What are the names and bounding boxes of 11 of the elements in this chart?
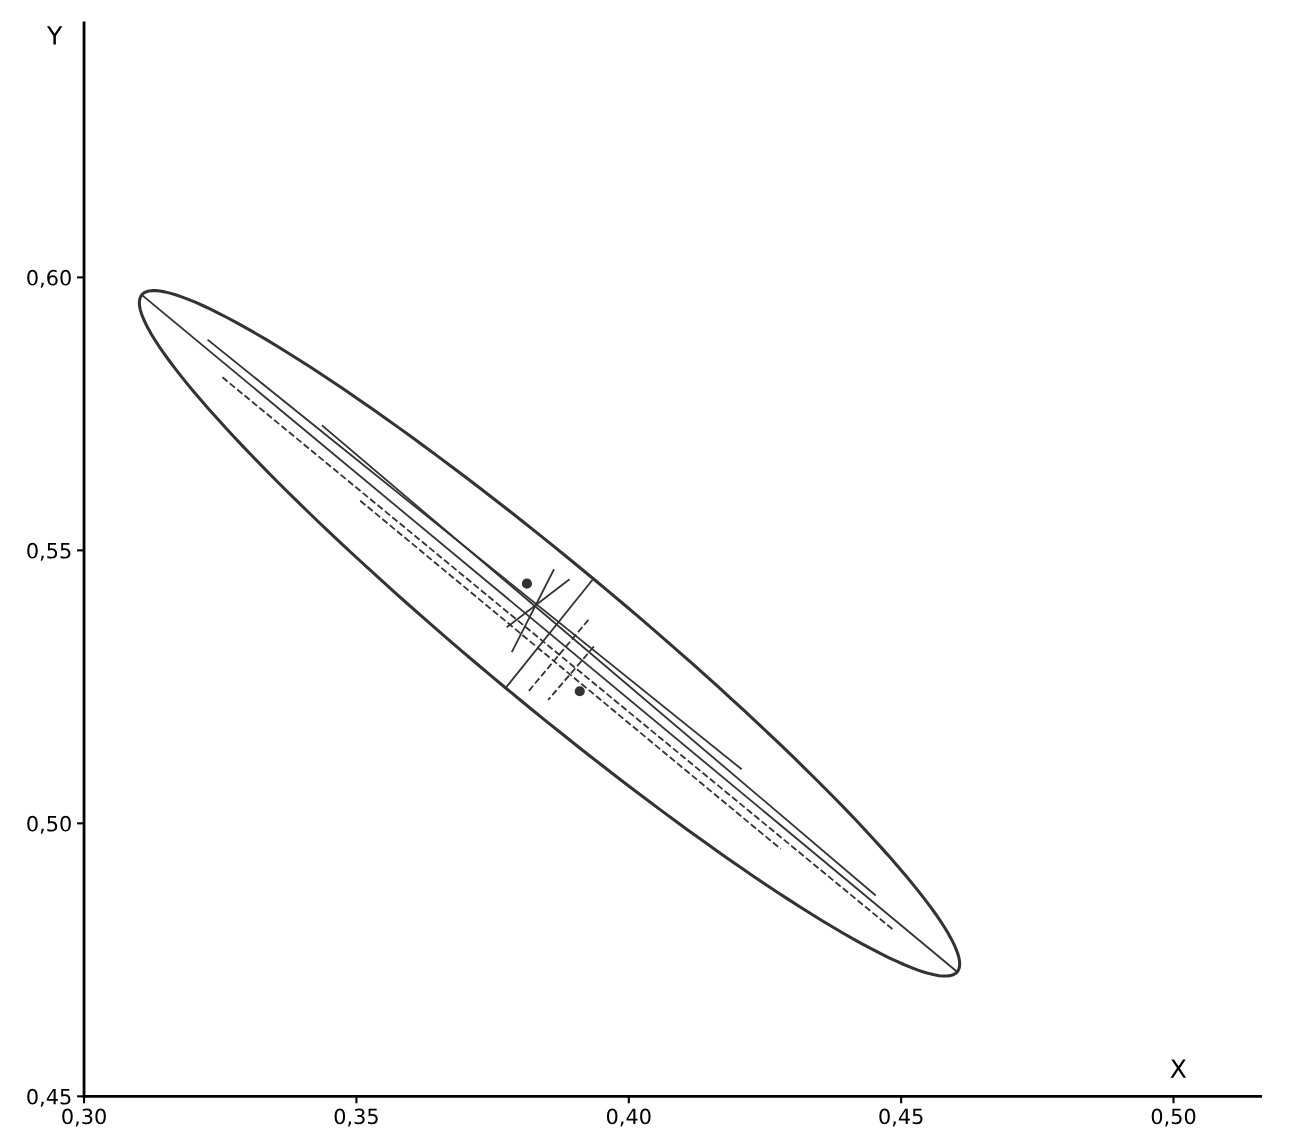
y-tick-label: 0,50 [27,815,71,834]
y-tick-label: 0,55 [27,542,71,561]
x-tick-label: 0,30 [62,1108,106,1127]
x-tick-label: 0,45 [879,1108,923,1127]
y-tick-label: 0,45 [27,1088,71,1107]
x-tick-label: 0,40 [606,1108,651,1127]
y-axis-title: Y [46,26,63,45]
x-tick-label: 0,35 [334,1108,378,1127]
x-axis-title: X [1170,1059,1187,1078]
x-tick-label: 0,50 [1151,1108,1196,1127]
y-tick-label: 0,60 [27,269,71,288]
